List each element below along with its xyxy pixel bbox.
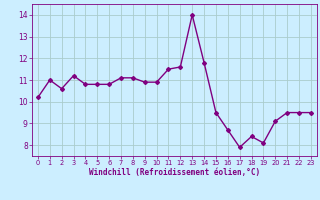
X-axis label: Windchill (Refroidissement éolien,°C): Windchill (Refroidissement éolien,°C) [89,168,260,177]
